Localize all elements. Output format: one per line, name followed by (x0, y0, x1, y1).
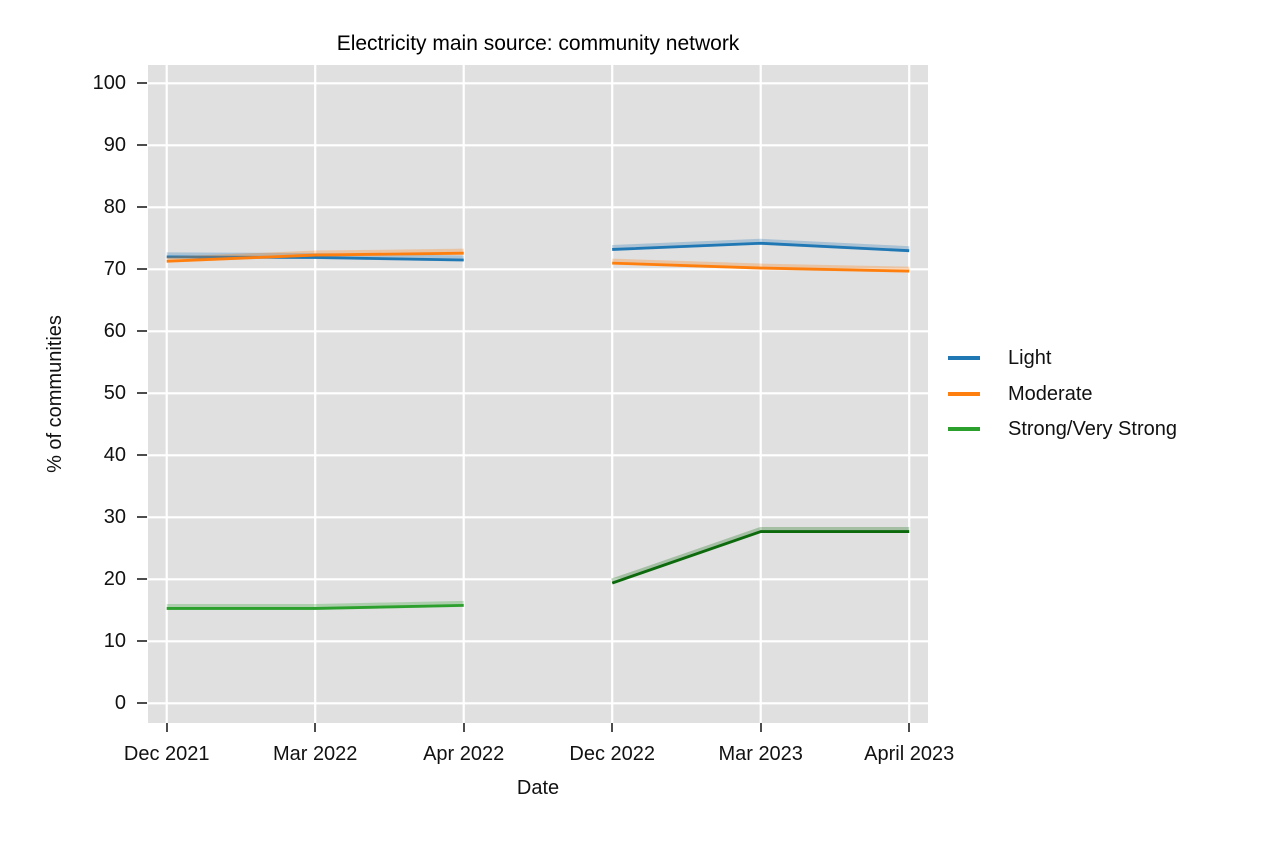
legend-item-light: Light (948, 346, 1051, 370)
x-tick-label: Dec 2021 (123, 743, 210, 765)
y-tick (137, 206, 147, 209)
y-tick-label: 0 (114, 692, 126, 715)
series-line-halo (611, 527, 910, 585)
legend-line-swatch-strong (948, 427, 980, 431)
y-tick-label: 100 (92, 72, 126, 95)
y-tick (137, 144, 147, 147)
legend-line-swatch-moderate (948, 392, 980, 396)
x-tick (908, 723, 911, 732)
y-tick (137, 268, 147, 271)
legend-item-strong: Strong/Very Strong (948, 417, 1177, 441)
y-tick-label: 30 (103, 506, 126, 529)
series-line-light (612, 241, 910, 253)
y-tick-label: 70 (103, 258, 126, 281)
y-tick-label: 40 (103, 444, 126, 467)
plot-area (148, 65, 928, 723)
y-tick-label: 60 (103, 320, 126, 343)
y-tick-label: 50 (103, 382, 126, 405)
x-tick-label: Mar 2022 (272, 743, 358, 765)
x-tick-label: Apr 2022 (423, 743, 505, 765)
x-tick-label: Mar 2023 (718, 743, 803, 765)
chart-title: Electricity main source: community netwo… (336, 32, 740, 55)
y-tick (137, 578, 147, 581)
y-tick (137, 640, 147, 643)
series-line-halo (166, 600, 464, 610)
series-line-moderate (166, 251, 464, 263)
x-tick (759, 723, 762, 732)
y-tick-label: 80 (103, 196, 126, 219)
y-tick-label: 90 (103, 134, 126, 157)
x-tick-label: Dec 2022 (569, 743, 655, 765)
series-line-light (166, 255, 464, 262)
series-line-halo (612, 238, 910, 253)
x-tick-label: April 2023 (864, 743, 955, 765)
x-tick (462, 723, 465, 732)
x-tick (314, 723, 317, 732)
legend-label: Strong/Very Strong (1008, 417, 1177, 440)
x-axis-title: Date (516, 777, 560, 799)
y-tick (137, 454, 147, 457)
y-axis-title: % of communities (44, 315, 66, 473)
x-tick (165, 723, 168, 732)
legend-label: Light (1008, 346, 1052, 369)
plot-svg (148, 65, 928, 723)
y-tick-label: 20 (103, 568, 126, 591)
legend-line-swatch-light (948, 356, 980, 360)
x-tick (611, 723, 614, 732)
series-line-halo (166, 248, 464, 263)
y-tick-label: 10 (103, 630, 126, 653)
legend-item-moderate: Moderate (948, 382, 1093, 406)
y-tick (137, 82, 147, 85)
series-line-halo (612, 258, 910, 273)
series-line-strong-very-strong (166, 603, 464, 610)
y-tick (137, 702, 147, 705)
y-tick (137, 516, 147, 519)
series-line-strong-very-strong (611, 530, 910, 585)
legend-label: Moderate (1008, 382, 1093, 405)
series-line-moderate (612, 261, 910, 273)
y-tick (137, 330, 147, 333)
y-tick (137, 392, 147, 395)
